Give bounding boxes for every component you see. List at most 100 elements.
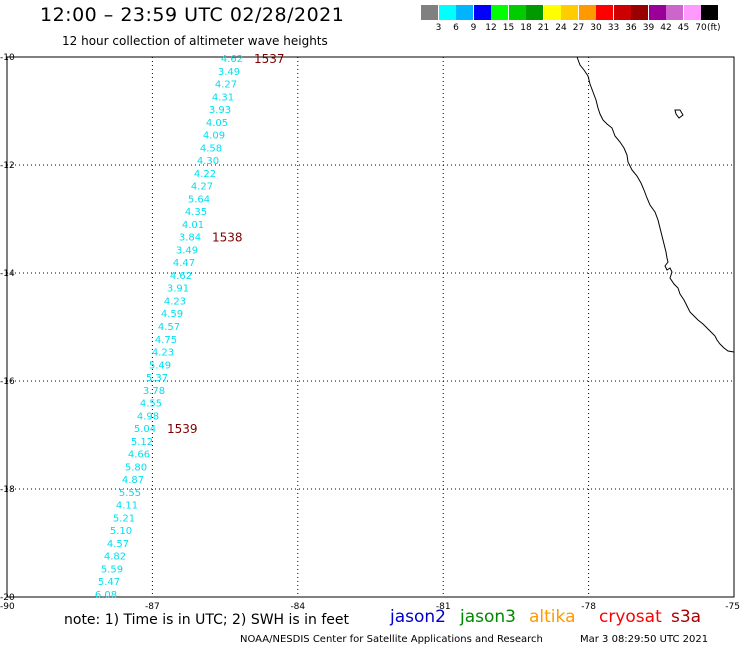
latitude-label: -12 bbox=[0, 161, 15, 171]
longitude-label: -87 bbox=[145, 602, 160, 612]
satellite-legend-jason3: jason3 bbox=[460, 607, 516, 627]
wave-height-value: 4.05 bbox=[206, 118, 228, 129]
scale-label: 6 bbox=[453, 23, 459, 33]
scale-swatch bbox=[438, 5, 456, 20]
scale-swatch bbox=[456, 5, 473, 20]
scale-swatch bbox=[526, 5, 543, 20]
scale-swatch bbox=[596, 5, 613, 20]
scale-label: 42 bbox=[660, 23, 672, 33]
wave-height-value: 4.22 bbox=[194, 169, 216, 180]
wave-height-value: 4.47 bbox=[173, 258, 195, 269]
wave-height-value: 5.21 bbox=[113, 513, 135, 524]
scale-swatch bbox=[561, 5, 578, 20]
scale-label: 45 bbox=[677, 23, 690, 33]
scale-label: 24 bbox=[555, 23, 567, 33]
wave-height-value: 5.10 bbox=[110, 526, 132, 537]
scale-swatch bbox=[473, 5, 491, 20]
credit-line: NOAA/NESDIS Center for Satellite Applica… bbox=[240, 634, 543, 645]
latitude-label: -16 bbox=[0, 377, 15, 387]
wave-height-value: 4.01 bbox=[182, 220, 204, 231]
wave-height-value: 5.49 bbox=[149, 360, 171, 371]
satellite-legend-s3a: s3a bbox=[671, 607, 702, 627]
wave-height-value: 6.08 bbox=[95, 590, 117, 601]
page-title: 12:00 – 23:59 UTC 02/28/2021 bbox=[40, 4, 345, 26]
wave-height-value: 4.35 bbox=[185, 207, 207, 218]
latitude-label: -20 bbox=[0, 593, 15, 603]
latitude-label: -10 bbox=[0, 53, 15, 63]
scale-label: 12 bbox=[485, 23, 497, 33]
axis-labels: -10 -12 -14 -16 -18 -20-90 -87 -84 -81 -78 -75 bbox=[0, 53, 740, 612]
footnote: note: 1) Time is in UTC; 2) SWH is in fe… bbox=[64, 612, 350, 628]
scale-label: 18 bbox=[520, 23, 532, 33]
scale-swatch bbox=[613, 5, 631, 20]
scale-label: 70 bbox=[695, 23, 707, 33]
wave-height-value: 4.66 bbox=[128, 450, 150, 461]
wave-height-value: 3.49 bbox=[176, 245, 198, 256]
wave-height-value: 4.98 bbox=[137, 411, 159, 422]
longitude-label: -78 bbox=[581, 602, 596, 612]
longitude-label: -81 bbox=[436, 602, 451, 612]
wave-height-value: 3.84 bbox=[179, 233, 201, 244]
wave-height-value: 3.49 bbox=[218, 67, 240, 78]
wave-height-value: 4.11 bbox=[116, 501, 138, 512]
scale-swatch bbox=[631, 5, 648, 20]
wave-height-value: 4.57 bbox=[158, 322, 180, 333]
wave-height-value: 4.58 bbox=[200, 143, 222, 154]
wave-height-value: 5.64 bbox=[188, 194, 210, 205]
scale-swatch bbox=[421, 5, 438, 20]
wave-height-value: 4.09 bbox=[203, 131, 225, 142]
longitude-label: -84 bbox=[290, 602, 305, 612]
scale-unit: (ft) bbox=[707, 23, 721, 33]
scale-swatch bbox=[701, 5, 718, 20]
latitude-label: -18 bbox=[0, 485, 15, 495]
wave-height-value: 4.75 bbox=[155, 335, 177, 346]
scale-label: 30 bbox=[590, 23, 602, 33]
scale-label: 33 bbox=[607, 23, 620, 33]
coastline bbox=[576, 56, 735, 353]
wave-height-value: 4.23 bbox=[164, 296, 186, 307]
scale-label: 36 bbox=[625, 23, 637, 33]
wave-height-value: 4.27 bbox=[215, 80, 237, 91]
map-frame bbox=[6, 56, 735, 598]
wave-height-value: 4.31 bbox=[212, 92, 234, 103]
wave-height-value: 3.78 bbox=[143, 386, 165, 397]
scale-swatch bbox=[578, 5, 596, 20]
wave-height-value: 5.12 bbox=[131, 437, 153, 448]
wave-height-value: 4.62 bbox=[221, 54, 243, 65]
wave-height-value: 5.47 bbox=[98, 577, 120, 588]
wave-height-value: 5.59 bbox=[101, 564, 123, 575]
scale-label: 21 bbox=[537, 23, 550, 33]
scale-swatch bbox=[683, 5, 701, 20]
satellite-legend-cryosat: cryosat bbox=[599, 607, 662, 627]
latitude-label: -14 bbox=[0, 269, 15, 279]
wave-height-value: 5.04 bbox=[134, 424, 156, 435]
wave-height-value: 4.62 bbox=[170, 271, 192, 282]
scale-label: 9 bbox=[470, 23, 477, 33]
wave-height-value: 5.55 bbox=[119, 488, 141, 499]
scale-swatch bbox=[543, 5, 561, 20]
wave-height-value: 4.55 bbox=[140, 399, 162, 410]
scale-swatch bbox=[491, 5, 508, 20]
scale-label: 3 bbox=[435, 23, 442, 33]
pass-time-label: 1538 bbox=[212, 231, 243, 245]
scale-swatch bbox=[648, 5, 666, 20]
satellite-legend-jason2: jason2 bbox=[390, 607, 446, 627]
wave-height-value: 3.93 bbox=[209, 105, 231, 116]
island bbox=[674, 109, 684, 119]
wave-height-value: 3.91 bbox=[167, 284, 189, 295]
pass-time-label: 1537 bbox=[254, 52, 285, 66]
scale-swatch bbox=[666, 5, 683, 20]
longitude-label: -75 bbox=[725, 602, 740, 612]
wave-height-value: 4.57 bbox=[107, 539, 129, 550]
scale-label: 39 bbox=[642, 23, 655, 33]
wave-height-value: 4.27 bbox=[191, 182, 213, 193]
scale-swatch bbox=[508, 5, 526, 20]
wave-height-value: 4.59 bbox=[161, 309, 183, 320]
wave-height-value: 4.23 bbox=[152, 348, 174, 359]
satellite-track: 4.623.494.274.313.934.054.094.584.304.22… bbox=[95, 52, 285, 601]
page-subtitle: 12 hour collection of altimeter wave hei… bbox=[62, 34, 328, 48]
scale-label: 27 bbox=[572, 23, 585, 33]
scale-label: 15 bbox=[502, 23, 515, 33]
wave-height-value: 5.37 bbox=[146, 373, 168, 384]
